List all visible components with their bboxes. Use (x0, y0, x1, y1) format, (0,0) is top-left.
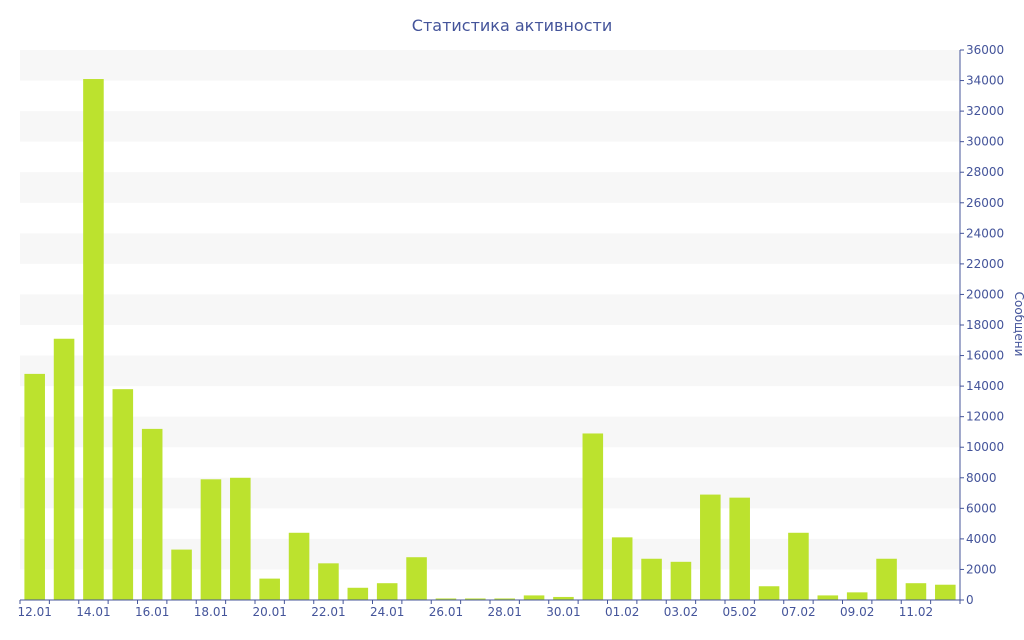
y-tick-label: 32000 (966, 104, 1004, 118)
x-tick-label: 05.02 (723, 605, 757, 619)
grid-band (20, 477, 960, 509)
y-tick-label: 18000 (966, 318, 1004, 332)
bar-13.01[interactable] (53, 338, 75, 600)
x-tick-label: 14.01 (76, 605, 110, 619)
x-tick-label: 22.01 (311, 605, 345, 619)
bar-11.02[interactable] (905, 583, 927, 600)
bar-26.01[interactable] (435, 598, 457, 600)
x-tick-label: 11.02 (899, 605, 933, 619)
bar-28.01[interactable] (494, 598, 515, 600)
x-tick-label: 24.01 (370, 605, 404, 619)
bar-09.02[interactable] (846, 592, 868, 600)
bar-14.01[interactable] (83, 79, 104, 601)
y-tick-label: 22000 (966, 257, 1004, 271)
bar-08.02[interactable] (817, 595, 839, 600)
grid-band (20, 416, 960, 448)
x-tick-label: 30.01 (546, 605, 580, 619)
chart-title: Статистика активности (412, 16, 612, 35)
x-tick-label: 16.01 (135, 605, 169, 619)
grid-bands (20, 50, 960, 570)
x-tick-label: 12.01 (18, 605, 52, 619)
bar-12.02[interactable] (935, 584, 956, 600)
x-tick-label: 20.01 (253, 605, 287, 619)
bar-31.01[interactable] (582, 433, 604, 600)
grid-band (20, 233, 960, 264)
bar-24.01[interactable] (376, 583, 398, 600)
x-tick-label: 18.01 (194, 605, 228, 619)
bar-29.01[interactable] (523, 595, 545, 600)
bar-series (24, 79, 956, 601)
bar-01.02[interactable] (611, 537, 633, 600)
bar-15.01[interactable] (112, 389, 134, 600)
y-axis-label: Сообщени (1012, 292, 1024, 357)
y-tick-label: 6000 (966, 501, 997, 515)
grid-band (20, 111, 960, 142)
bar-04.02[interactable] (700, 494, 721, 600)
grid-band (20, 355, 960, 387)
y-tick-label: 26000 (966, 196, 1004, 210)
bar-16.01[interactable] (141, 428, 163, 600)
y-tick-label: 36000 (966, 43, 1004, 57)
x-axis: 12.01 14.01 16.01 18.01 20.01 22.01 24.01 26.01… (18, 599, 961, 619)
bar-25.01[interactable] (406, 557, 427, 600)
y-tick-label: 30000 (966, 135, 1004, 149)
bar-30.01[interactable] (553, 596, 574, 600)
x-tick-label: 07.02 (781, 605, 815, 619)
bar-07.02[interactable] (788, 532, 809, 600)
bar-18.01[interactable] (200, 479, 222, 600)
bar-23.01[interactable] (347, 587, 369, 600)
x-tick-label: 01.02 (605, 605, 639, 619)
grid-band (20, 50, 960, 81)
y-tick-label: 2000 (966, 562, 997, 576)
bar-12.01[interactable] (24, 373, 45, 600)
y-axis: 0 2000 4000 6000 8000 10000 12000 14000 16000 180… (959, 43, 1004, 607)
y-tick-label: 34000 (966, 74, 1004, 88)
bar-10.02[interactable] (876, 558, 897, 600)
grid-band (20, 172, 960, 203)
bar-19.01[interactable] (230, 477, 251, 600)
y-tick-label: 4000 (966, 532, 997, 546)
grid-band (20, 294, 960, 325)
bar-06.02[interactable] (758, 586, 780, 600)
bar-02.02[interactable] (641, 558, 662, 600)
bar-05.02[interactable] (729, 497, 750, 600)
y-tick-label: 24000 (966, 226, 1004, 240)
x-tick-label: 28.01 (488, 605, 522, 619)
bar-21.01[interactable] (288, 532, 310, 600)
bar-17.01[interactable] (171, 549, 192, 600)
bar-20.01[interactable] (259, 578, 280, 600)
bar-27.01[interactable] (465, 598, 486, 600)
bar-22.01[interactable] (318, 563, 339, 600)
y-tick-label: 10000 (966, 440, 1004, 454)
y-tick-label: 14000 (966, 379, 1004, 393)
y-tick-label: 8000 (966, 471, 997, 485)
y-tick-label: 16000 (966, 349, 1004, 363)
x-tick-label: 26.01 (429, 605, 463, 619)
y-tick-label: 0 (966, 593, 974, 607)
y-tick-label: 12000 (966, 410, 1004, 424)
x-tick-label: 09.02 (840, 605, 874, 619)
y-tick-label: 28000 (966, 165, 1004, 179)
bar-03.02[interactable] (670, 561, 692, 600)
x-tick-label: 03.02 (664, 605, 698, 619)
y-tick-label: 20000 (966, 287, 1004, 301)
